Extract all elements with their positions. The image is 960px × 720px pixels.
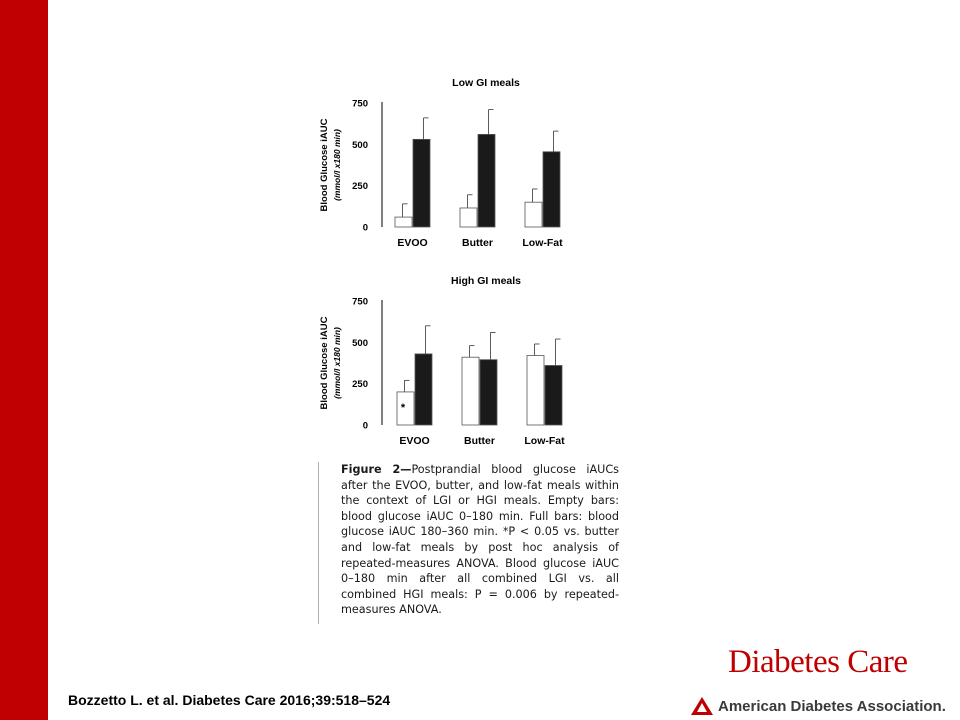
figure-charts: Low GI meals 0 250 500 750 Blood Glucose iAUC… xyxy=(319,77,565,447)
y-axis-unit-label: (mmol/l x180 min) xyxy=(332,129,342,201)
x-tick-label: Butter xyxy=(464,435,495,447)
figure-caption: Figure 2—Postprandial blood glucose iAUC… xyxy=(318,462,619,624)
y-tick-label: 750 xyxy=(352,297,368,308)
caption-label: Figure 2— xyxy=(341,463,412,476)
y-tick-label: 250 xyxy=(352,181,368,192)
citation: Bozzetto L. et al. Diabetes Care 2016;39… xyxy=(68,692,391,708)
caption-text: Postprandial blood glucose iAUCs after t… xyxy=(341,463,620,617)
bar xyxy=(394,216,413,228)
y-axis-label: Blood Glucose iAUC xyxy=(319,316,330,409)
bar xyxy=(396,391,415,426)
bar xyxy=(526,355,545,426)
ada-triangle-icon xyxy=(691,697,713,715)
y-tick-label: 500 xyxy=(352,140,368,151)
bar xyxy=(412,138,431,228)
bar xyxy=(459,207,478,228)
x-tick-label: Low-Fat xyxy=(522,237,563,249)
y-tick-label: 0 xyxy=(363,421,368,432)
bar xyxy=(544,365,563,426)
bar xyxy=(414,353,433,426)
y-tick-label: 750 xyxy=(352,99,368,110)
bar xyxy=(461,356,480,426)
chart-title: High GI meals xyxy=(451,275,521,287)
journal-logo-text: Diabetes Care xyxy=(728,644,908,680)
bar xyxy=(479,359,498,426)
y-tick-label: 250 xyxy=(352,379,368,390)
x-tick-label: Low-Fat xyxy=(524,435,565,447)
y-axis-unit-label: (mmol/l x180 min) xyxy=(332,327,342,399)
bar xyxy=(542,151,561,228)
red-side-bar xyxy=(0,0,48,720)
y-tick-label: 500 xyxy=(352,338,368,349)
chart-title: Low GI meals xyxy=(452,77,520,89)
x-tick-label: EVOO xyxy=(397,237,427,249)
significance-annotation: * xyxy=(401,402,406,414)
chart-panel-2: High GI meals 0 250 500 750 Blood Glucose iAU… xyxy=(319,275,565,447)
chart-panel-1: Low GI meals 0 250 500 750 Blood Glucose iAUC… xyxy=(319,77,563,249)
association-logo: American Diabetes Association. xyxy=(690,696,946,716)
y-tick-label: 0 xyxy=(363,223,368,234)
bar xyxy=(477,134,496,228)
x-tick-label: Butter xyxy=(462,237,493,249)
y-axis-label: Blood Glucose iAUC xyxy=(319,118,330,211)
bar xyxy=(524,201,543,228)
x-tick-label: EVOO xyxy=(399,435,429,447)
association-name: American Diabetes Association. xyxy=(718,697,946,715)
